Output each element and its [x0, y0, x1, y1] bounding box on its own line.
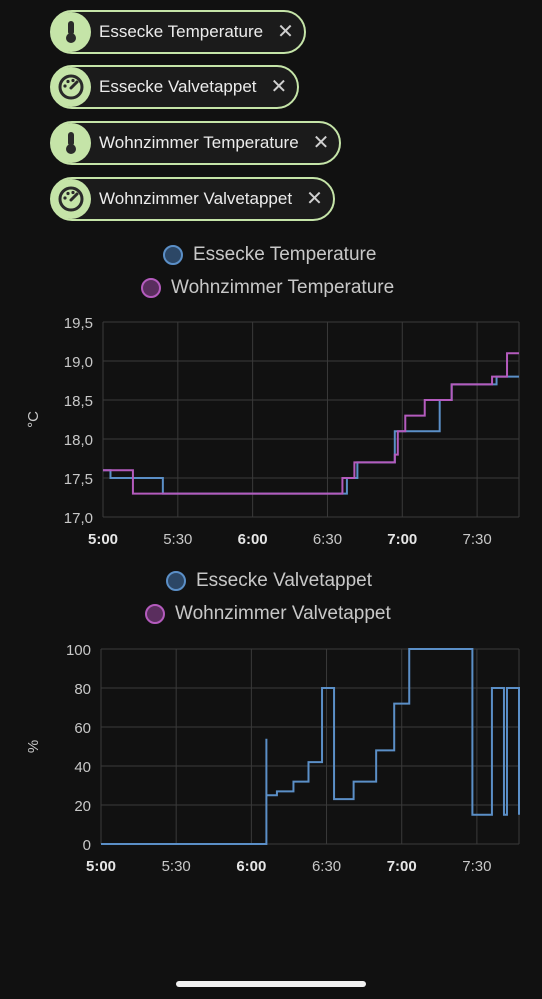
- chip-label: Wohnzimmer Valvetappet: [99, 189, 293, 208]
- legend-dot-blue: [166, 571, 186, 591]
- y-tick-label: 19,0: [64, 354, 93, 371]
- x-tick-label: 7:30: [462, 858, 491, 875]
- close-icon[interactable]: ✕: [277, 21, 294, 43]
- y-tick-label: 20: [74, 798, 91, 815]
- legend-label: Essecke Temperature: [193, 244, 377, 265]
- legend-item-wohnzimmer-temperature[interactable]: Wohnzimmer Temperature: [141, 277, 394, 299]
- legend-dot-blue: [163, 245, 183, 265]
- chip-label: Essecke Valvetappet: [99, 77, 257, 96]
- series-line: [103, 352, 519, 495]
- close-icon[interactable]: ✕: [270, 76, 288, 98]
- chip-wohnzimmer-valvetappet[interactable]: Wohnzimmer Valvetappet ✕: [50, 177, 335, 221]
- thermometer-icon: [51, 123, 91, 163]
- temperature-chart: 17,0 17,5 18,0 18,5 19,0 19,5 5:00 5:30 6:00 6:30…: [25, 315, 520, 548]
- x-tick-label: 6:30: [313, 531, 342, 548]
- chip-label: Essecke Temperature: [99, 22, 264, 41]
- y-tick-label: 17,0: [64, 510, 93, 527]
- gauge-icon: [51, 67, 91, 107]
- y-tick-label: 18,0: [64, 432, 93, 449]
- y-tick-label: 17,5: [64, 471, 93, 488]
- legend-dot-purple: [145, 604, 165, 624]
- x-tick-label: 5:30: [162, 858, 191, 875]
- y-axis-label: °C: [25, 411, 42, 428]
- valve-chart: 0 20 40 60 80 100 5:00 5:30 6:00 6:30 7:00 7:30%: [25, 642, 520, 875]
- chip-wohnzimmer-temperature[interactable]: Wohnzimmer Temperature ✕: [50, 121, 342, 165]
- x-tick-label: 7:00: [387, 858, 417, 875]
- series-line: [101, 648, 520, 845]
- y-tick-label: 60: [74, 720, 91, 737]
- x-tick-label: 6:00: [238, 531, 268, 548]
- y-tick-label: 40: [74, 759, 91, 776]
- legend-label: Wohnzimmer Valvetappet: [175, 603, 391, 624]
- x-tick-label: 7:30: [462, 531, 491, 548]
- y-axis-label: %: [25, 740, 42, 753]
- close-icon[interactable]: ✕: [306, 188, 323, 210]
- legend-item-essecke-valvetappet[interactable]: Essecke Valvetappet: [166, 570, 372, 592]
- chip-essecke-temperature[interactable]: Essecke Temperature ✕: [50, 10, 306, 54]
- x-tick-label: 5:00: [86, 858, 116, 875]
- y-tick-label: 0: [83, 837, 91, 854]
- x-tick-label: 5:00: [88, 531, 118, 548]
- x-tick-label: 6:30: [312, 858, 341, 875]
- series-line: [103, 375, 519, 495]
- legend-dot-purple: [141, 278, 161, 298]
- chip-essecke-valvetappet[interactable]: Essecke Valvetappet ✕: [50, 65, 300, 109]
- legend-label: Wohnzimmer Temperature: [171, 277, 395, 298]
- legend-label: Essecke Valvetappet: [196, 570, 373, 591]
- legend-item-essecke-temperature[interactable]: Essecke Temperature: [163, 244, 376, 266]
- y-tick-label: 100: [66, 642, 91, 659]
- close-icon[interactable]: ✕: [312, 132, 330, 154]
- chip-label: Wohnzimmer Temperature: [99, 133, 299, 152]
- home-indicator[interactable]: [176, 981, 366, 987]
- thermometer-icon: [51, 12, 91, 52]
- y-tick-label: 19,5: [64, 315, 93, 332]
- y-tick-label: 80: [74, 681, 91, 698]
- x-tick-label: 5:30: [163, 531, 192, 548]
- x-tick-label: 7:00: [387, 531, 417, 548]
- gauge-icon: [51, 179, 91, 219]
- x-tick-label: 6:00: [236, 858, 266, 875]
- legend-item-wohnzimmer-valvetappet[interactable]: Wohnzimmer Valvetappet: [145, 603, 391, 625]
- y-tick-label: 18,5: [64, 393, 93, 410]
